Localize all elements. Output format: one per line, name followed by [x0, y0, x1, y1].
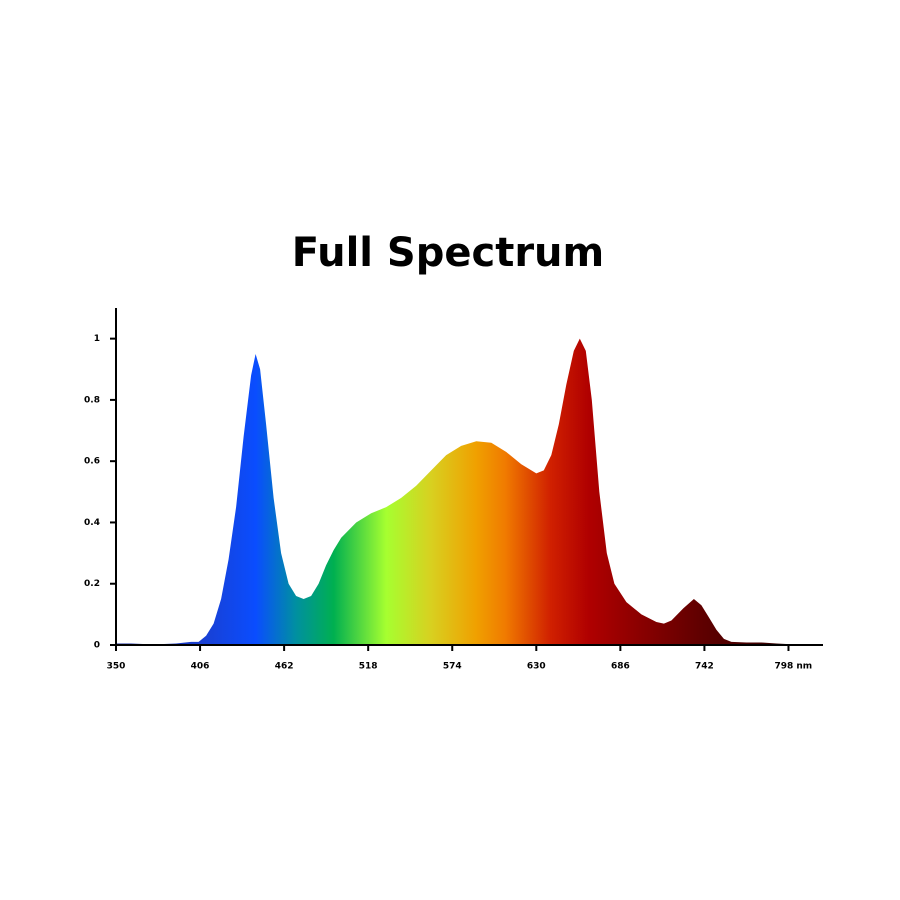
x-tick-label: 406	[191, 662, 210, 672]
x-tick-label: 630	[527, 662, 546, 672]
x-tick-label: 686	[611, 662, 630, 672]
y-tick-label: 0.2	[84, 579, 100, 589]
x-tick-label: 742	[695, 662, 714, 672]
y-tick-label: 0.6	[84, 457, 100, 467]
y-tick-label: 0.8	[84, 395, 100, 405]
x-tick-label: 350	[107, 662, 126, 672]
x-tick-label: 462	[275, 662, 294, 672]
x-tick-label: 574	[443, 662, 462, 672]
y-tick-label: 0.4	[84, 518, 100, 528]
spectrum-area	[116, 338, 789, 645]
y-tick-label: 1	[94, 334, 100, 344]
x-tick-label: 518	[359, 662, 378, 672]
chart-title: Full Spectrum	[292, 230, 604, 276]
x-tick-label: 798 nm	[774, 662, 812, 672]
y-tick-label: 0	[94, 641, 100, 651]
